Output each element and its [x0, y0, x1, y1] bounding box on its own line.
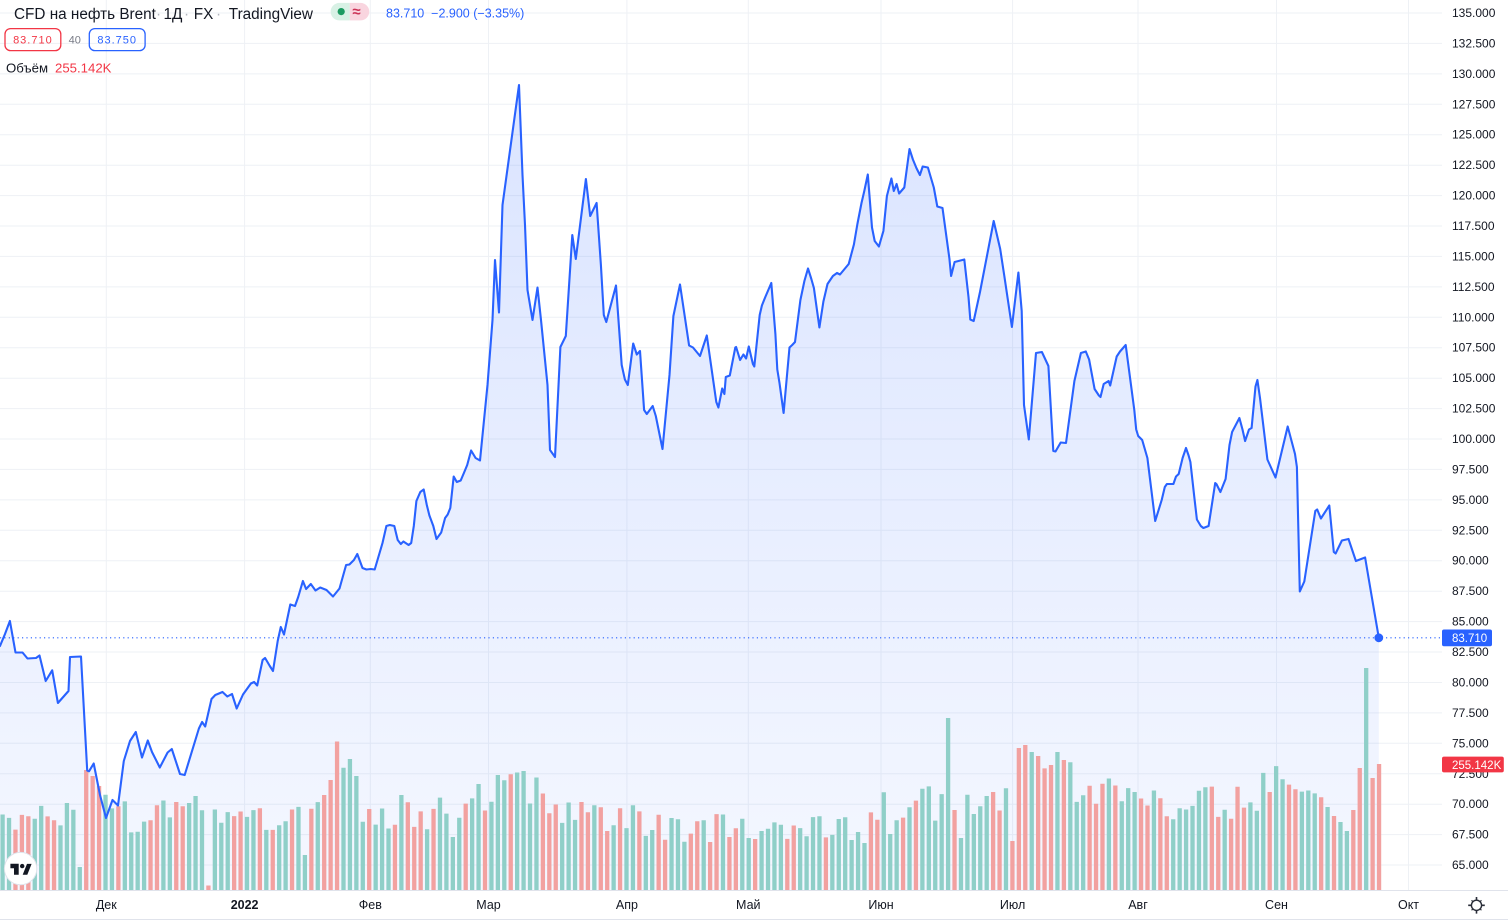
svg-text:110.000: 110.000 — [1452, 310, 1495, 324]
svg-text:75.000: 75.000 — [1452, 736, 1489, 750]
svg-text:85.000: 85.000 — [1452, 615, 1489, 629]
svg-text:Мар: Мар — [476, 898, 501, 912]
svg-text:·: · — [184, 6, 189, 23]
svg-text:Окт: Окт — [1398, 898, 1419, 912]
svg-text:83.750: 83.750 — [97, 35, 137, 47]
svg-text:107.500: 107.500 — [1452, 341, 1496, 355]
svg-text:Июл: Июл — [1000, 898, 1025, 912]
svg-text:97.500: 97.500 — [1452, 463, 1489, 477]
svg-text:83.710: 83.710 — [13, 35, 53, 47]
svg-text:105.000: 105.000 — [1452, 371, 1496, 385]
svg-text:67.500: 67.500 — [1452, 828, 1489, 842]
svg-text:117.500: 117.500 — [1452, 219, 1495, 233]
svg-text:Май: Май — [736, 898, 761, 912]
svg-text:90.000: 90.000 — [1452, 554, 1489, 568]
svg-text:40: 40 — [69, 35, 81, 47]
svg-text:·: · — [216, 6, 221, 23]
svg-text:255.142K: 255.142K — [55, 61, 112, 76]
svg-text:77.500: 77.500 — [1452, 706, 1489, 720]
svg-text:82.500: 82.500 — [1452, 645, 1489, 659]
svg-text:125.000: 125.000 — [1452, 128, 1496, 142]
svg-text:≈: ≈ — [352, 4, 360, 21]
svg-text:Апр: Апр — [616, 898, 638, 912]
svg-text:102.500: 102.500 — [1452, 402, 1496, 416]
svg-text:92.500: 92.500 — [1452, 523, 1489, 537]
svg-text:135.000: 135.000 — [1452, 6, 1496, 20]
svg-text:112.500: 112.500 — [1452, 280, 1495, 294]
svg-text:Июн: Июн — [868, 898, 893, 912]
svg-text:115.000: 115.000 — [1452, 249, 1495, 263]
svg-text:Сен: Сен — [1265, 898, 1288, 912]
svg-text:255.142K: 255.142K — [1452, 760, 1502, 772]
svg-text:122.500: 122.500 — [1452, 158, 1496, 172]
svg-text:CFD на нефть Brent: CFD на нефть Brent — [14, 6, 157, 23]
svg-text:1Д: 1Д — [164, 6, 184, 23]
svg-text:FX: FX — [194, 6, 214, 23]
svg-text:Авг: Авг — [1128, 898, 1148, 912]
svg-text:95.000: 95.000 — [1452, 493, 1489, 507]
svg-text:130.000: 130.000 — [1452, 67, 1496, 81]
svg-text:Дек: Дек — [96, 898, 117, 912]
svg-text:83.710 −2.900 (−3.35%): 83.710 −2.900 (−3.35%) — [386, 7, 524, 21]
svg-text:65.000: 65.000 — [1452, 858, 1489, 872]
svg-text:2022: 2022 — [231, 898, 259, 912]
svg-text:83.710: 83.710 — [1452, 633, 1487, 645]
svg-text:132.500: 132.500 — [1452, 36, 1496, 50]
svg-text:70.000: 70.000 — [1452, 797, 1489, 811]
svg-text:80.000: 80.000 — [1452, 676, 1489, 690]
svg-text:·: · — [156, 6, 161, 23]
svg-text:127.500: 127.500 — [1452, 97, 1496, 111]
svg-text:100.000: 100.000 — [1452, 432, 1496, 446]
svg-text:87.500: 87.500 — [1452, 584, 1489, 598]
svg-text:Фев: Фев — [359, 898, 382, 912]
svg-text:120.000: 120.000 — [1452, 189, 1496, 203]
svg-text:TradingView: TradingView — [229, 6, 314, 23]
svg-text:Объём: Объём — [6, 61, 48, 76]
